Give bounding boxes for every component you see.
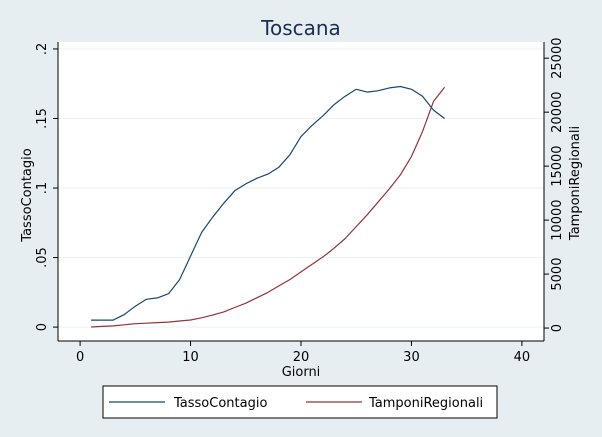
x-axis-label: Giorni [282,365,321,380]
y-tick-label-left: .05 [35,247,50,268]
y-tick-label-right: 20000 [550,91,565,132]
x-tick-label: 40 [514,350,531,365]
y-tick-label-right: 0 [550,324,565,332]
legend: TassoContagio TamponiRegionali [102,385,498,419]
y-tick-label-right: 15000 [550,145,565,186]
axes: 0 .05 .1 .15 .2 0 5000 10000 15000 20000 25000 0 10 2… [35,38,565,365]
plot-area [58,42,544,341]
legend-label-tassocontagio: TassoContagio [173,396,267,411]
x-tick-label: 30 [403,350,420,365]
series [91,85,446,328]
y-tick-label-left: .2 [35,43,50,55]
y-tick-label-left: .15 [35,108,50,129]
grid [58,48,544,328]
legend-label-tamponiregionali: TamponiRegionali [368,396,483,411]
legend-box [102,385,498,419]
y-axis-label-left: TassoContagio [20,148,35,242]
series-line-tassocontagio [91,85,445,321]
y-tick-label-right: 25000 [550,38,565,79]
x-tick-label: 10 [182,350,199,365]
series-line-tamponiregionali [91,86,446,328]
y-axis-label-right: TamponiRegionali [568,126,583,241]
y-tick-label-left: 0 [35,323,50,331]
y-tick-label-right: 10000 [550,199,565,240]
x-tick-label: 0 [76,350,84,365]
x-tick-label: 20 [293,350,310,365]
y-tick-label-right: 5000 [550,258,565,291]
chart-title: Toscana [260,16,341,40]
y-tick-label-left: .1 [35,182,50,194]
